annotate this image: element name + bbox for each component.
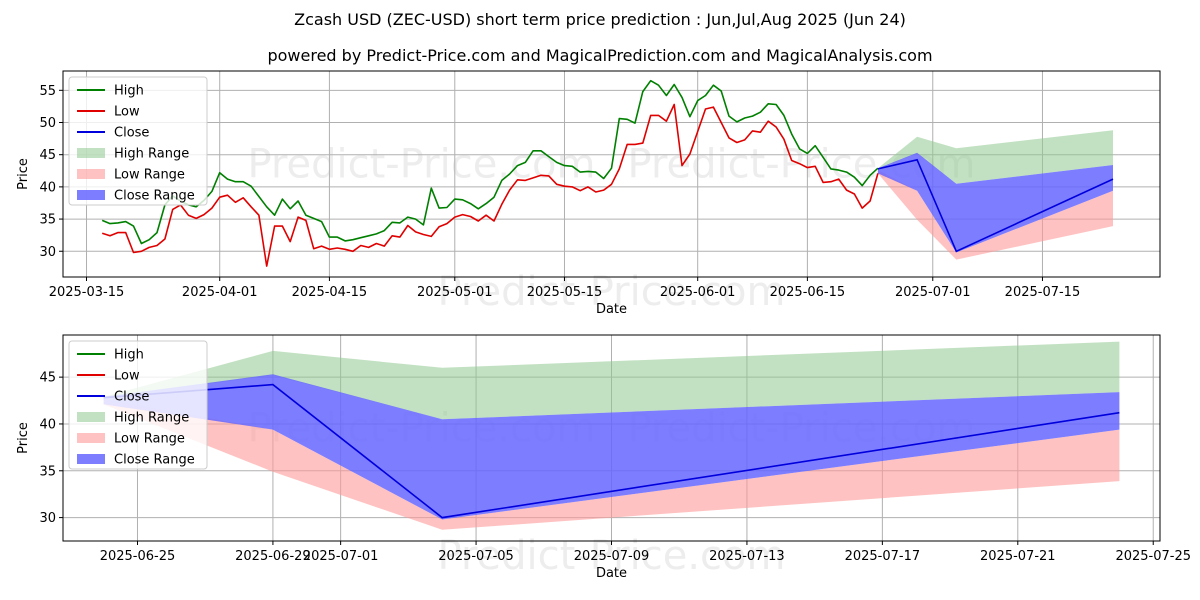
x-axis-label: Date xyxy=(596,302,627,317)
y-tick-label: 45 xyxy=(39,371,56,386)
legend-close-range-swatch xyxy=(77,190,105,200)
high-line xyxy=(101,79,879,245)
legend-close-range-swatch xyxy=(77,454,105,464)
x-tick-label: 2025-03-15 xyxy=(49,285,125,300)
x-tick-label: 2025-07-13 xyxy=(709,549,785,564)
x-tick-label: 2025-04-15 xyxy=(292,285,368,300)
chart-title: Zcash USD (ZEC-USD) short term price pre… xyxy=(294,10,906,29)
x-tick-label: 2025-07-05 xyxy=(438,549,514,564)
high-range-band xyxy=(877,130,1113,184)
y-tick-label: 30 xyxy=(39,245,56,260)
close-line xyxy=(877,158,1114,253)
legend-low-range-swatch xyxy=(77,169,105,179)
close-range-band xyxy=(877,152,1113,253)
legend-high-label: High xyxy=(114,348,144,363)
x-tick-label: 2025-06-25 xyxy=(100,549,176,564)
y-axis-label: Price xyxy=(16,422,31,454)
y-tick-label: 30 xyxy=(39,511,56,526)
x-tick-label: 2025-07-01 xyxy=(895,285,971,300)
y-tick-label: 50 xyxy=(39,116,56,131)
plot-frame xyxy=(62,70,1161,278)
x-tick-label: 2025-05-15 xyxy=(527,285,603,300)
legend-high-range-label: High Range xyxy=(114,147,189,162)
legend-close-range-label: Close Range xyxy=(114,453,195,468)
high-range-band xyxy=(103,341,1120,420)
y-tick-label: 40 xyxy=(39,180,56,195)
close-range-band xyxy=(103,374,1120,520)
x-tick-label: 2025-06-15 xyxy=(770,285,846,300)
x-tick-label: 2025-07-25 xyxy=(1115,549,1191,564)
x-axis-label: Date xyxy=(596,566,627,581)
legend-high-range-swatch xyxy=(77,412,105,422)
y-tick-label: 45 xyxy=(39,148,56,163)
low-range-band xyxy=(103,399,1120,530)
low-line xyxy=(101,103,879,267)
legend-high-label: High xyxy=(114,84,144,99)
legend-high-range-swatch xyxy=(77,148,105,158)
low-range-band xyxy=(877,170,1113,260)
legend-close-label: Close xyxy=(114,390,149,405)
panel-bottom: Predict-Price.comPredict-Price.comPredic… xyxy=(16,334,1191,581)
x-tick-label: 2025-07-09 xyxy=(574,549,650,564)
legend-close-range-label: Close Range xyxy=(114,189,195,204)
x-tick-label: 2025-04-01 xyxy=(182,285,258,300)
legend: High Low Close High Range Low Range Close Ran… xyxy=(68,340,208,470)
y-tick-label: 35 xyxy=(39,464,56,479)
legend-low-range-label: Low Range xyxy=(114,168,185,183)
y-axis-label: Price xyxy=(16,158,31,190)
x-tick-label: 2025-07-01 xyxy=(303,549,379,564)
y-tick-label: 35 xyxy=(39,213,56,228)
x-tick-label: 2025-07-15 xyxy=(1005,285,1081,300)
y-tick-label: 40 xyxy=(39,417,56,432)
legend-low-label: Low xyxy=(114,369,140,384)
legend: High Low Close High Range Low Range Close Ran… xyxy=(68,76,208,206)
x-tick-label: 2025-06-01 xyxy=(660,285,736,300)
x-tick-label: 2025-06-29 xyxy=(235,549,311,564)
legend-high-range-label: High Range xyxy=(114,411,189,426)
x-tick-label: 2025-07-17 xyxy=(845,549,921,564)
watermark: Predict-Price.com xyxy=(248,142,596,188)
y-tick-label: 55 xyxy=(39,84,56,99)
legend-low-range-label: Low Range xyxy=(114,432,185,447)
panel-top: Predict-Price.com Predict-Price.comPredic… xyxy=(16,70,1161,317)
chart-subtitle: powered by Predict-Price.com and Magical… xyxy=(267,46,932,65)
x-tick-label: 2025-07-21 xyxy=(980,549,1056,564)
legend-low-range-swatch xyxy=(77,433,105,443)
legend-close-label: Close xyxy=(114,126,149,141)
legend-low-label: Low xyxy=(114,105,140,120)
x-tick-label: 2025-05-01 xyxy=(417,285,493,300)
